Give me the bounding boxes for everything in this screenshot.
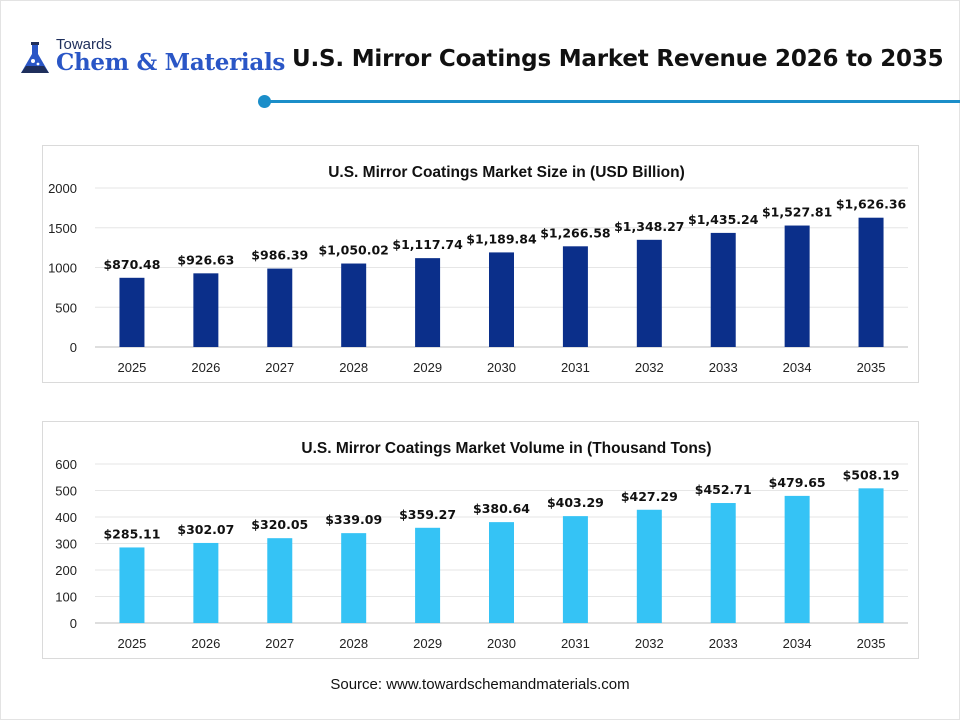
volume-chart-panel: U.S. Mirror Coatings Market Volume in (T…	[42, 421, 919, 659]
brand-logo: Towards Chem & Materials	[18, 36, 285, 80]
bar	[341, 533, 367, 623]
data-label: $1,527.81	[762, 205, 832, 220]
data-label: $1,117.74	[392, 237, 463, 252]
data-label: $359.27	[399, 507, 456, 522]
data-label: $1,050.02	[318, 243, 388, 258]
bar	[562, 516, 588, 623]
revenue-chart-panel: U.S. Mirror Coatings Market Size in (USD…	[42, 145, 919, 383]
bar	[636, 509, 662, 623]
bar	[784, 495, 810, 623]
y-tick-label: 2000	[48, 181, 77, 196]
flask-icon	[21, 42, 49, 73]
x-tick-label: 2029	[413, 360, 442, 375]
data-label: $870.48	[103, 257, 160, 272]
data-label: $479.65	[769, 475, 826, 490]
bar	[858, 217, 884, 347]
y-tick-label: 200	[55, 563, 77, 578]
data-label: $380.64	[473, 501, 530, 516]
volume-bar-chart: U.S. Mirror Coatings Market Volume in (T…	[55, 440, 908, 651]
bar	[489, 252, 514, 347]
bar	[489, 522, 514, 623]
page-title: U.S. Mirror Coatings Market Revenue 2026…	[292, 46, 944, 72]
data-label: $1,435.24	[688, 212, 759, 227]
data-label: $986.39	[251, 248, 308, 263]
x-tick-label: 2026	[191, 360, 220, 375]
bar	[193, 273, 219, 347]
revenue-bar-chart: U.S. Mirror Coatings Market Size in (USD…	[48, 164, 908, 375]
y-tick-label: 400	[55, 510, 77, 525]
logo-small-text: Towards	[56, 36, 112, 53]
data-label: $452.71	[695, 482, 752, 497]
x-tick-label: 2033	[709, 636, 738, 651]
title-underline	[264, 100, 960, 103]
bar	[193, 542, 219, 623]
x-tick-label: 2026	[191, 636, 220, 651]
title-underline-dot	[258, 95, 271, 108]
x-tick-label: 2028	[339, 636, 368, 651]
data-label: $285.11	[103, 526, 160, 541]
y-tick-label: 0	[70, 616, 77, 631]
data-label: $1,266.58	[540, 225, 610, 240]
x-tick-label: 2031	[561, 636, 590, 651]
x-tick-label: 2034	[783, 636, 812, 651]
y-tick-label: 300	[55, 537, 77, 552]
bar	[119, 277, 145, 347]
y-tick-label: 0	[70, 340, 77, 355]
source-note: Source: www.towardschemandmaterials.com	[330, 676, 630, 693]
y-tick-label: 600	[55, 457, 77, 472]
x-tick-label: 2033	[709, 360, 738, 375]
x-tick-label: 2027	[265, 636, 294, 651]
bar	[415, 258, 441, 347]
logo-big-text: Chem & Materials	[56, 49, 286, 76]
data-label: $508.19	[843, 467, 900, 482]
x-tick-label: 2035	[857, 360, 886, 375]
y-tick-label: 1500	[48, 221, 77, 236]
data-label: $1,189.84	[466, 231, 537, 246]
bar	[341, 263, 367, 347]
bar	[858, 488, 884, 623]
bar	[710, 232, 736, 347]
data-label: $926.63	[177, 252, 234, 267]
x-tick-label: 2027	[265, 360, 294, 375]
y-tick-label: 500	[55, 300, 77, 315]
x-tick-label: 2029	[413, 636, 442, 651]
bar	[415, 527, 441, 623]
data-label: $339.09	[325, 512, 382, 527]
bar	[267, 538, 293, 623]
bar	[267, 268, 293, 347]
x-tick-label: 2025	[117, 636, 146, 651]
x-tick-label: 2028	[339, 360, 368, 375]
chart-title: U.S. Mirror Coatings Market Volume in (T…	[301, 440, 711, 457]
data-label: $403.29	[547, 495, 604, 510]
x-tick-label: 2035	[857, 636, 886, 651]
bar	[636, 239, 662, 347]
x-tick-label: 2030	[487, 360, 516, 375]
data-label: $1,626.36	[836, 197, 907, 212]
x-tick-label: 2030	[487, 636, 516, 651]
x-tick-label: 2032	[635, 360, 664, 375]
x-tick-label: 2031	[561, 360, 590, 375]
y-tick-label: 1000	[48, 261, 77, 276]
chart-title: U.S. Mirror Coatings Market Size in (USD…	[328, 164, 685, 181]
data-label: $427.29	[621, 489, 678, 504]
y-tick-label: 500	[55, 484, 77, 499]
data-label: $302.07	[177, 522, 234, 537]
x-tick-label: 2034	[783, 360, 812, 375]
data-label: $1,348.27	[614, 219, 684, 234]
bar	[710, 503, 736, 623]
bar	[784, 225, 810, 347]
y-tick-label: 100	[55, 590, 77, 605]
data-label: $320.05	[251, 517, 308, 532]
bar	[562, 246, 588, 347]
bar	[119, 547, 145, 623]
x-tick-label: 2025	[117, 360, 146, 375]
x-tick-label: 2032	[635, 636, 664, 651]
